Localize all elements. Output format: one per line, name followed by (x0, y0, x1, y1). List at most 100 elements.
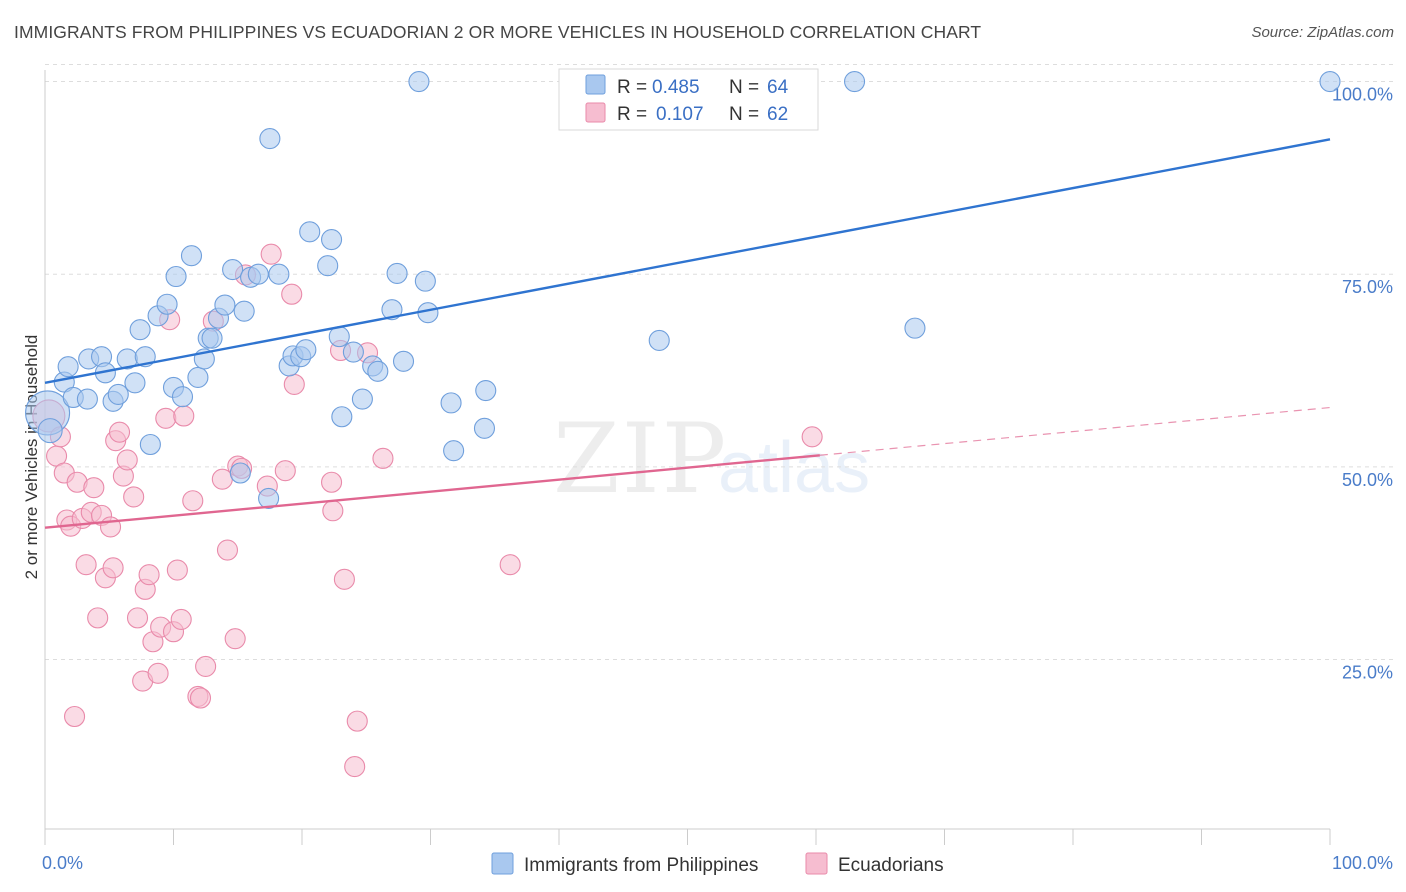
x-tick-labels: 0.0% 100.0% (42, 853, 1393, 873)
philippines-point-53 (414, 270, 436, 292)
watermark-atlas: atlas (718, 428, 870, 508)
philippines-point-34 (259, 128, 281, 150)
philippines-point-20 (171, 386, 194, 408)
philippines-point-1 (37, 418, 63, 444)
philippines-point-13 (129, 319, 151, 341)
philippines-point-57 (473, 417, 496, 439)
philippines-point-25 (201, 327, 223, 349)
philippines-point-22 (187, 366, 209, 389)
legend-r-label-1: R = (617, 77, 647, 98)
trend-lines (44, 138, 1331, 529)
ecuadorians-point-6 (64, 705, 86, 728)
philippines-point-56 (443, 440, 465, 462)
y-tick-label-100: 100.0% (1332, 85, 1393, 105)
philippines-point-42 (321, 228, 343, 251)
y-axis-label: 2 or more Vehicles in Household (22, 335, 41, 580)
philippines-point-44 (331, 406, 353, 428)
philippines-point-10 (107, 383, 129, 405)
philippines-point-19 (165, 265, 187, 288)
legend-swatch-ecuadorians (585, 102, 606, 123)
ecuadorians-point-56 (346, 710, 368, 732)
legend-box: R = 0.485 N = 64 R = 0.107 N = 62 (558, 68, 819, 131)
y-tick-label-25: 25.0% (1342, 662, 1393, 682)
ecuadorians-point-37 (189, 687, 212, 709)
philippines-point-3 (57, 356, 79, 378)
bottom-legend: Immigrants from Philippines Ecuadorians (491, 852, 944, 876)
ecuadorians-point-52 (322, 500, 344, 522)
ecuadorians-point-41 (216, 539, 239, 561)
legend-n-value-1: 64 (767, 77, 789, 98)
legend-r-value-2: 0.107 (656, 104, 704, 125)
philippines-point-52 (408, 71, 430, 93)
philippines-point-27 (214, 294, 236, 316)
philippines-point-5 (76, 388, 98, 410)
legend-n-label-1: N = (729, 77, 759, 98)
philippines-point-39 (295, 339, 317, 361)
philippines-point-45 (342, 341, 364, 363)
watermark-zip: ZIP (553, 403, 728, 515)
ecuadorians-point-12 (87, 607, 109, 629)
ecuadorians-point-50 (283, 373, 305, 395)
ecuadorians-point-59 (499, 554, 521, 576)
ecuadorians-point-60 (801, 426, 823, 448)
trend-line-ecuadorians (44, 454, 820, 529)
ecuadorians-point-22 (126, 607, 149, 629)
ecuadorians-point-9 (75, 554, 97, 576)
legend-n-label-2: N = (729, 104, 759, 125)
chart-title: IMMIGRANTS FROM PHILIPPINES VS ECUADORIA… (14, 22, 982, 42)
ecuadorians-point-16 (102, 557, 124, 579)
x-tick-label-max: 100.0% (1332, 853, 1393, 873)
philippines-point-49 (381, 299, 403, 321)
bottom-legend-label-philippines: Immigrants from Philippines (524, 855, 758, 876)
trend-line-ecuadorians-extension (819, 406, 1331, 456)
ecuadorians-point-27 (147, 662, 169, 684)
axes (44, 70, 1331, 845)
ecuadorians-point-20 (116, 449, 138, 471)
ecuadorians-point-25 (138, 564, 160, 586)
ecuadorians-point-49 (281, 283, 303, 305)
philippines-point-32 (247, 263, 269, 285)
watermark: ZIP atlas (553, 403, 870, 515)
philippines-point-41 (317, 255, 339, 277)
x-tick-label-min: 0.0% (42, 853, 83, 873)
philippines-point-46 (351, 388, 373, 410)
y-tick-label-50: 50.0% (1342, 470, 1393, 490)
philippines-point-30 (233, 300, 255, 322)
legend-n-value-2: 62 (767, 104, 788, 125)
philippines-point-55 (440, 392, 462, 414)
philippines-point-50 (386, 262, 408, 284)
ecuadorians-point-32 (166, 559, 188, 581)
legend-r-value-1: 0.485 (652, 77, 700, 98)
philippines-point-29 (229, 462, 251, 484)
ecuadorians-point-54 (333, 568, 355, 590)
ecuadorians-point-11 (83, 477, 105, 499)
ecuadorians-point-51 (321, 471, 343, 493)
legend-swatch-philippines (585, 74, 606, 95)
ecuadorians-point-42 (224, 628, 246, 650)
philippines-point-59 (648, 329, 670, 352)
philippines-point-21 (180, 245, 203, 267)
philippines-point-62 (1319, 71, 1341, 93)
ecuadorians-point-21 (123, 486, 145, 508)
ecuadorians-point-47 (260, 243, 282, 265)
legend-r-label-2: R = (617, 104, 647, 125)
philippines-point-15 (139, 433, 161, 456)
bottom-legend-label-ecuadorians: Ecuadorians (838, 855, 944, 876)
ecuadorians-point-58 (372, 447, 394, 469)
bottom-legend-swatch-philippines (491, 852, 514, 875)
philippines-point-14 (134, 346, 156, 368)
philippines-point-60 (843, 71, 866, 93)
source-credit: Source: ZipAtlas.com (1251, 24, 1394, 41)
philippines-point-28 (222, 259, 244, 281)
ecuadorians-point-33 (170, 608, 192, 630)
philippines-point-48 (367, 360, 389, 382)
y-tick-label-75: 75.0% (1342, 277, 1393, 297)
ecuadorians-point-55 (344, 756, 366, 778)
ecuadorians-point-48 (274, 460, 296, 482)
philippines-point-35 (268, 263, 290, 285)
bottom-legend-swatch-ecuadorians (805, 852, 828, 875)
philippines-point-61 (904, 317, 926, 339)
ecuadorians-point-18 (108, 421, 131, 443)
philippines-point-51 (392, 350, 415, 372)
